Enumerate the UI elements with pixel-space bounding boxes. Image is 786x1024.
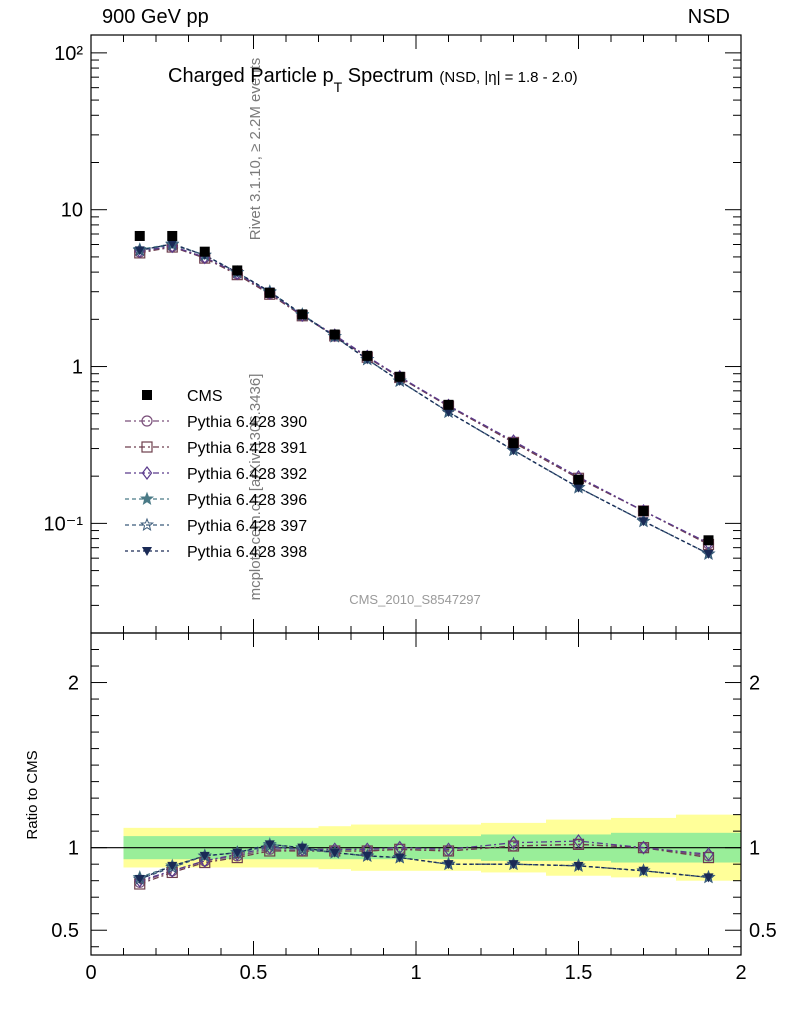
series-point-ratio bbox=[573, 834, 584, 849]
series-point-ratio bbox=[703, 873, 714, 883]
cms-point bbox=[297, 309, 308, 320]
cms-point bbox=[199, 246, 210, 257]
series-line-ratio bbox=[139, 843, 709, 880]
series-point-ratio bbox=[703, 847, 714, 862]
y-tick-label-main: 10 bbox=[61, 200, 83, 222]
chart-title: Charged Particle pT Spectrum (NSD, |η| = … bbox=[168, 65, 578, 95]
y-tick-label-main: 10⁻¹ bbox=[44, 513, 84, 535]
legend-label: Pythia 6.428 390 bbox=[187, 414, 307, 431]
ratio-frame bbox=[90, 632, 742, 956]
legend-label-cms: CMS bbox=[187, 388, 223, 405]
series-point-ratio bbox=[702, 851, 715, 864]
y-tick-label-ratio: 1 bbox=[68, 838, 79, 860]
series-point-main bbox=[703, 549, 714, 559]
series-point-ratio bbox=[443, 860, 454, 870]
axis-ticks bbox=[90, 35, 742, 955]
y-tick-label-main: 1 bbox=[72, 357, 83, 379]
series-point-ratio bbox=[507, 840, 520, 852]
cms-point bbox=[443, 399, 454, 410]
series-point-main bbox=[508, 446, 519, 456]
title-sub: T bbox=[334, 79, 343, 95]
legend-marker bbox=[142, 547, 152, 556]
series-point-ratio bbox=[508, 860, 519, 870]
legend-label: Pythia 6.428 397 bbox=[187, 518, 307, 535]
series-point-ratio bbox=[573, 861, 584, 871]
legend-marker bbox=[141, 441, 153, 453]
legend-marker bbox=[141, 466, 153, 480]
legend-label: Pythia 6.428 391 bbox=[187, 440, 307, 457]
series-point-ratio bbox=[199, 851, 210, 861]
series-point-ratio bbox=[362, 851, 373, 861]
series-point-ratio bbox=[134, 875, 145, 885]
series-markers bbox=[132, 230, 716, 890]
ratio-ylabel: Ratio to CMS bbox=[24, 750, 41, 839]
series-point-ratio bbox=[443, 842, 454, 857]
y-tick-label-ratio-right: 0.5 bbox=[749, 920, 777, 942]
legend-marker bbox=[140, 491, 154, 506]
cms-point bbox=[703, 535, 714, 546]
series-point-main bbox=[134, 246, 145, 256]
series-point-ratio bbox=[232, 848, 243, 858]
title-main2: Spectrum bbox=[342, 65, 433, 87]
header-left: 900 GeV pp bbox=[102, 6, 209, 28]
cms-point bbox=[232, 265, 243, 276]
legend-label: Pythia 6.428 396 bbox=[187, 492, 307, 509]
series-point-main bbox=[638, 517, 649, 527]
y-tick-label-ratio: 2 bbox=[68, 673, 79, 695]
cms-point bbox=[134, 230, 145, 241]
x-tick-label: 1.5 bbox=[565, 962, 593, 984]
series-point-ratio bbox=[638, 840, 649, 855]
x-tick-label: 1 bbox=[410, 962, 421, 984]
legend-marker bbox=[140, 517, 154, 532]
x-tick-label: 2 bbox=[735, 962, 746, 984]
title-main: Charged Particle p bbox=[168, 65, 334, 87]
series-point-ratio bbox=[329, 848, 340, 858]
legend-label: Pythia 6.428 398 bbox=[187, 544, 307, 561]
watermark: CMS_2010_S8547297 bbox=[349, 592, 481, 607]
cms-point bbox=[394, 371, 405, 382]
cms-point bbox=[573, 474, 584, 485]
series-point-ratio bbox=[297, 843, 308, 853]
x-tick-label: 0 bbox=[85, 962, 96, 984]
legend-marker-cms bbox=[142, 390, 152, 400]
x-tick-label: 0.5 bbox=[240, 962, 268, 984]
cms-point bbox=[638, 505, 649, 516]
series-point-ratio bbox=[264, 840, 275, 850]
title-extra: (NSD, |η| = 1.8 - 2.0) bbox=[439, 69, 577, 86]
cms-point bbox=[329, 329, 340, 340]
y-tick-label-ratio: 0.5 bbox=[51, 920, 79, 942]
series-point-ratio bbox=[394, 853, 405, 863]
cms-point bbox=[362, 350, 373, 361]
series-point-ratio bbox=[508, 835, 519, 850]
series-lines bbox=[139, 243, 709, 885]
y-tick-label-main: 10² bbox=[54, 43, 83, 65]
legend-label: Pythia 6.428 392 bbox=[187, 466, 307, 483]
header-right: NSD bbox=[687, 6, 730, 28]
y-tick-label-ratio-right: 1 bbox=[749, 838, 760, 860]
legend-marker bbox=[141, 415, 153, 427]
series-point-main bbox=[573, 483, 584, 493]
axis-labels: 0 0.5 1 1.5 2 10⁻¹ 1 10 10² 0.5 0.5 1 1 2 2 bbox=[44, 43, 777, 984]
series-point-main bbox=[443, 408, 454, 418]
series-point-ratio bbox=[167, 861, 178, 871]
cms-point bbox=[508, 438, 519, 449]
series-point-main bbox=[167, 239, 178, 249]
y-tick-label-ratio-right: 2 bbox=[749, 673, 760, 695]
cms-point bbox=[264, 287, 275, 298]
series-point-ratio bbox=[572, 838, 585, 850]
series-point-ratio bbox=[638, 866, 649, 876]
legend: CMS Pythia 6.428 390 Pythia 6.428 391 Pythi… bbox=[125, 388, 307, 561]
cms-point bbox=[167, 230, 178, 241]
